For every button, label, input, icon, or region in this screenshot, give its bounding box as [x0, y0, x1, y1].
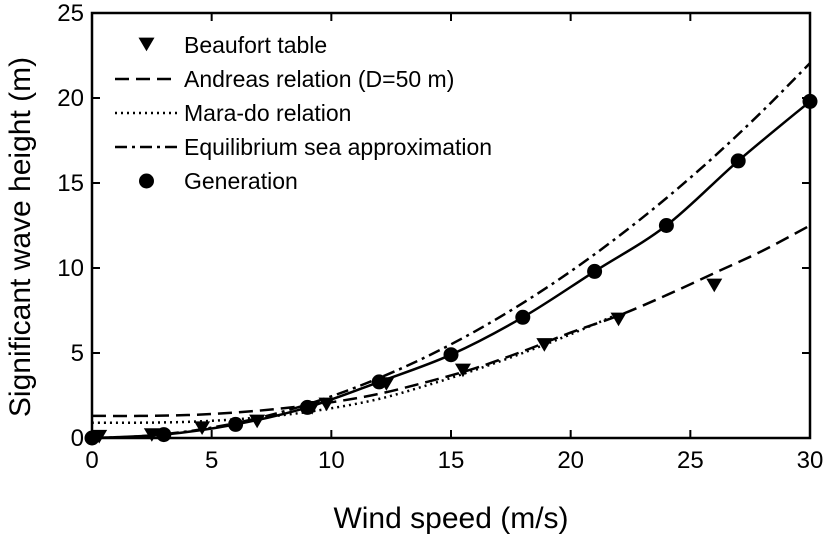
data-point [371, 374, 387, 390]
x-tick-label: 15 [438, 447, 465, 474]
legend-label: Generation [184, 168, 298, 194]
legend-item: Equilibrium sea approximation [115, 134, 492, 160]
data-point [730, 153, 746, 169]
legend-marker [139, 173, 154, 189]
data-point [228, 416, 244, 432]
data-point [443, 347, 459, 363]
series-3 [91, 312, 620, 425]
y-tick-label: 5 [71, 340, 84, 367]
legend-label: Mara-do relation [184, 100, 351, 126]
x-tick-label: 30 [797, 447, 824, 474]
y-tick-label: 25 [57, 0, 84, 27]
series-4 [91, 62, 811, 440]
data-point [515, 309, 531, 325]
series-line [91, 224, 811, 418]
series-5 [84, 93, 818, 446]
legend-marker [138, 37, 155, 52]
y-tick-label: 10 [57, 255, 84, 282]
legend-item: Generation [139, 168, 298, 194]
data-point [454, 363, 471, 378]
series-line [91, 312, 620, 425]
x-tick-label: 5 [205, 447, 218, 474]
data-point [706, 278, 723, 293]
y-axis-label: Significant wave height (m) [4, 57, 37, 417]
x-tick-label: 25 [677, 447, 704, 474]
x-tick-label: 20 [557, 447, 584, 474]
legend-label: Beaufort table [184, 32, 327, 58]
legend-label: Andreas relation (D=50 m) [184, 66, 454, 92]
data-point [84, 430, 100, 446]
series-2 [91, 224, 811, 418]
series-line [91, 100, 811, 440]
x-axis-label: Wind speed (m/s) [333, 502, 568, 535]
axis-ticks: 0 5 10 15 20 25 30 0 5 10 15 20 25 [57, 0, 823, 474]
data-point [802, 93, 818, 109]
legend-label: Equilibrium sea approximation [184, 134, 492, 160]
x-tick-label: 10 [318, 447, 345, 474]
y-tick-label: 20 [57, 85, 84, 112]
data-point [299, 399, 315, 415]
y-tick-label: 15 [57, 170, 84, 197]
data-point [658, 218, 674, 233]
data-point [587, 263, 603, 279]
series-layer [84, 62, 818, 446]
x-tick-label: 0 [85, 447, 98, 474]
series-line [91, 62, 811, 440]
legend-item: Andreas relation (D=50 m) [115, 66, 454, 92]
legend-item: Beaufort table [138, 32, 327, 58]
y-tick-label: 0 [71, 425, 84, 452]
series-1 [91, 278, 723, 444]
data-point [156, 427, 172, 443]
legend: Beaufort table Andreas relation (D=50 m) M… [115, 32, 492, 194]
legend-item: Mara-do relation [115, 100, 351, 126]
